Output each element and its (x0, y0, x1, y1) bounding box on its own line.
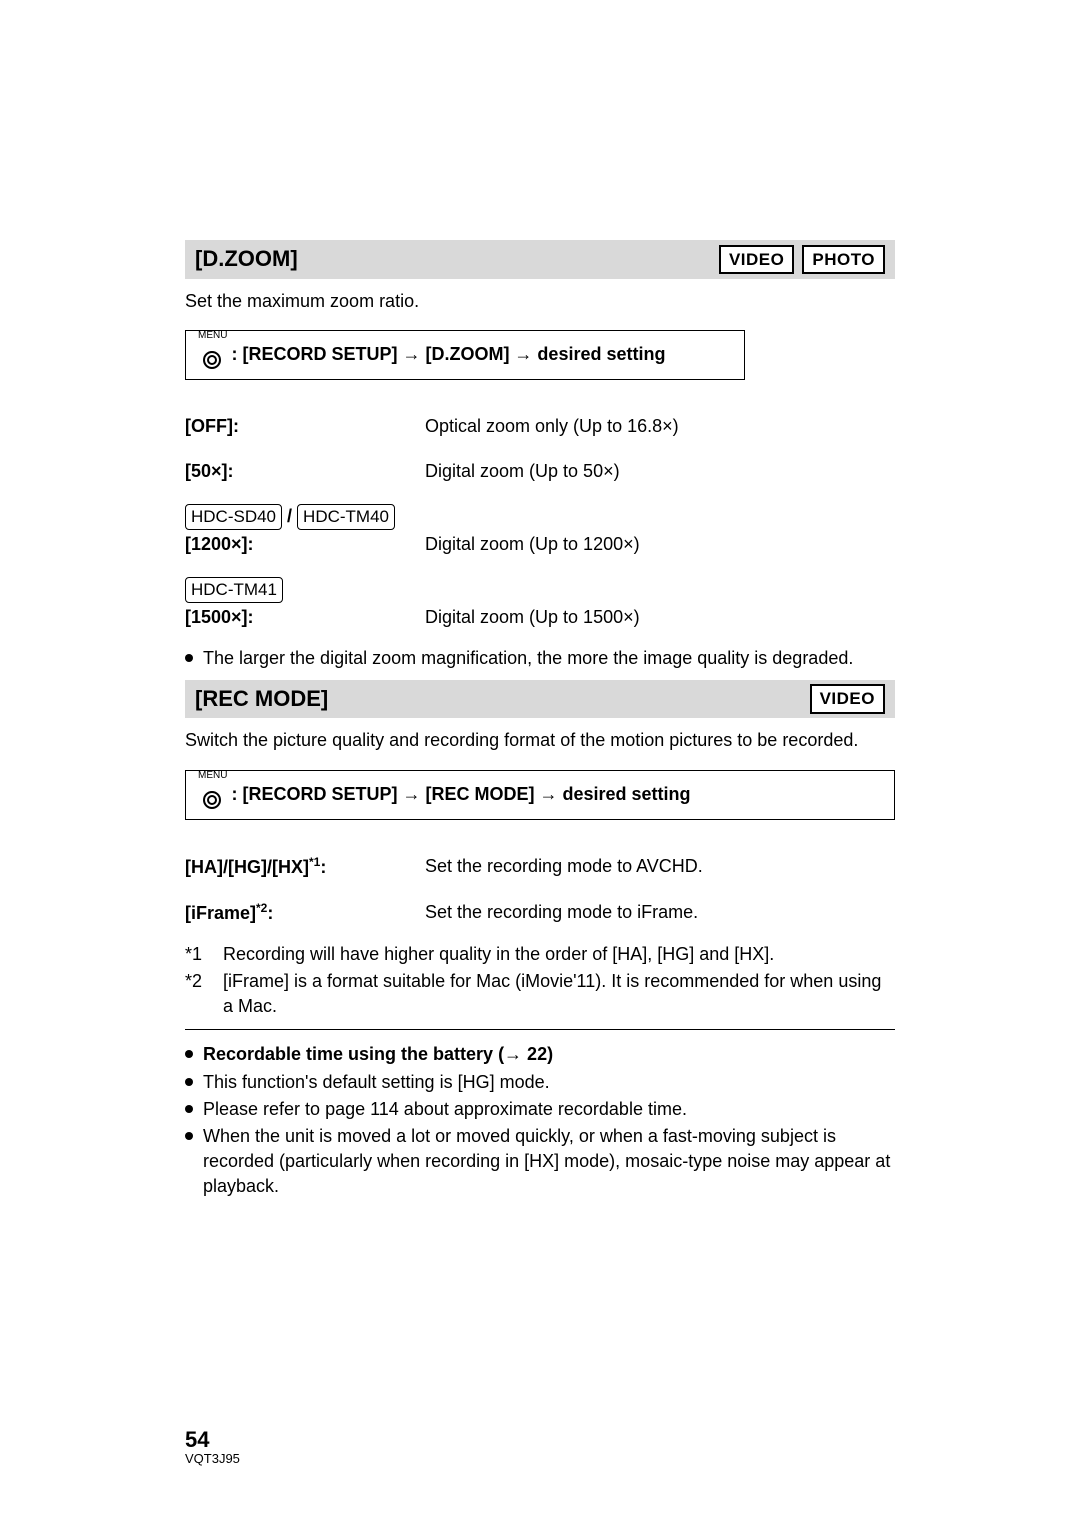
option-row: [50×]: Digital zoom (Up to 50×) (185, 449, 895, 494)
badge-video: VIDEO (719, 245, 794, 275)
recmode-title: [REC MODE] (195, 684, 328, 715)
dzoom-title: [D.ZOOM] (195, 244, 298, 275)
recmode-options: [HA]/[HG]/[HX]*1: Set the recording mode… (185, 844, 895, 936)
note-item: This function's default setting is [HG] … (185, 1070, 895, 1095)
recmode-menu-box: MENU : [RECORD SETUP] → [REC MODE] → des… (185, 770, 895, 820)
footnote-row: *2 [iFrame] is a format suitable for Mac… (185, 969, 895, 1019)
option-row: HDC-SD40 / HDC-TM40 [1200×]: Digital zoo… (185, 494, 895, 567)
model-chip: HDC-SD40 (185, 504, 282, 530)
separator (185, 1029, 895, 1030)
menu-icon: MENU (198, 341, 225, 369)
option-label: [HA]/[HG]/[HX]*1: (185, 844, 425, 890)
page-footer: 54 VQT3J95 (185, 1427, 240, 1466)
note-item: Recordable time using the battery (→ 22) (185, 1042, 895, 1067)
recmode-footnotes: *1 Recording will have higher quality in… (185, 942, 895, 1020)
option-desc: Optical zoom only (Up to 16.8×) (425, 404, 895, 449)
option-label: [OFF]: (185, 404, 425, 449)
dzoom-options: [OFF]: Optical zoom only (Up to 16.8×) [… (185, 404, 895, 640)
option-row: [HA]/[HG]/[HX]*1: Set the recording mode… (185, 844, 895, 890)
page-number: 54 (185, 1427, 240, 1453)
option-row: HDC-TM41 [1500×]: Digital zoom (Up to 15… (185, 567, 895, 640)
option-desc: Digital zoom (Up to 50×) (425, 449, 895, 494)
recmode-notes: Recordable time using the battery (→ 22)… (185, 1042, 895, 1199)
menu-icon: MENU (198, 781, 225, 809)
dzoom-menu-path: : [RECORD SETUP] → [D.ZOOM] → desired se… (231, 342, 665, 367)
option-row: [OFF]: Optical zoom only (Up to 16.8×) (185, 404, 895, 449)
option-label: [iFrame]*2: (185, 890, 425, 936)
note-item: When the unit is moved a lot or moved qu… (185, 1124, 895, 1200)
dzoom-badges: VIDEO PHOTO (719, 245, 885, 275)
dzoom-notes: The larger the digital zoom magnificatio… (185, 646, 895, 671)
manual-page: [D.ZOOM] VIDEO PHOTO Set the maximum zoo… (0, 0, 1080, 1200)
model-chip: HDC-TM40 (297, 504, 395, 530)
note-item: Please refer to page 114 about approxima… (185, 1097, 895, 1122)
badge-video: VIDEO (810, 684, 885, 714)
dzoom-intro: Set the maximum zoom ratio. (185, 289, 895, 314)
note-item: The larger the digital zoom magnificatio… (185, 646, 895, 671)
recmode-menu-path: : [RECORD SETUP] → [REC MODE] → desired … (231, 782, 690, 807)
option-desc: Set the recording mode to AVCHD. (425, 844, 895, 890)
option-desc: Set the recording mode to iFrame. (425, 890, 895, 936)
recmode-badges: VIDEO (810, 684, 885, 714)
option-desc: Digital zoom (Up to 1200×) (425, 494, 895, 567)
option-desc: Digital zoom (Up to 1500×) (425, 567, 895, 640)
recmode-intro: Switch the picture quality and recording… (185, 728, 895, 753)
option-row: [iFrame]*2: Set the recording mode to iF… (185, 890, 895, 936)
dzoom-header: [D.ZOOM] VIDEO PHOTO (185, 240, 895, 279)
footnote-row: *1 Recording will have higher quality in… (185, 942, 895, 967)
option-label: HDC-TM41 [1500×]: (185, 567, 425, 640)
option-label: [50×]: (185, 449, 425, 494)
dzoom-menu-box: MENU : [RECORD SETUP] → [D.ZOOM] → desir… (185, 330, 745, 380)
badge-photo: PHOTO (802, 245, 885, 275)
doc-id: VQT3J95 (185, 1451, 240, 1466)
recmode-header: [REC MODE] VIDEO (185, 680, 895, 719)
option-label: HDC-SD40 / HDC-TM40 [1200×]: (185, 494, 425, 567)
model-chip: HDC-TM41 (185, 577, 283, 603)
